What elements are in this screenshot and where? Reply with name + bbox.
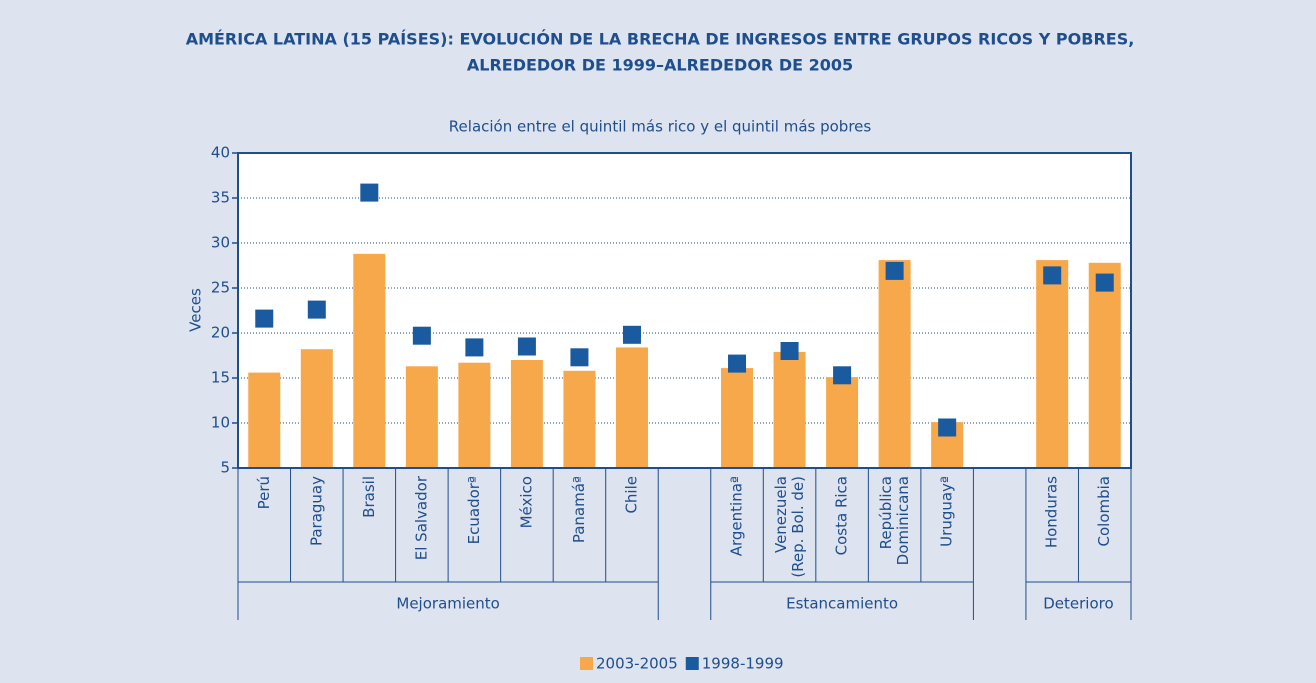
marker	[1043, 266, 1062, 285]
bar	[405, 366, 438, 468]
y-axis-label: Veces	[187, 288, 205, 332]
marker	[412, 326, 431, 345]
x-tick-label: Paraguay	[307, 476, 325, 546]
y-tick-label: 25	[211, 279, 230, 297]
legend-swatch	[685, 657, 699, 670]
y-tick-label: 5	[220, 459, 230, 477]
y-tick-label: 15	[211, 369, 230, 387]
chart-title: AMÉRICA LATINA (15 PAÍSES): EVOLUCIÓN DE…	[186, 30, 1135, 49]
y-tick-label: 20	[211, 324, 230, 342]
x-tick-label: Brasil	[360, 476, 378, 518]
x-tick-label: Perú	[255, 476, 273, 509]
bar	[563, 370, 596, 468]
marker	[465, 338, 484, 357]
bar	[458, 362, 491, 468]
legend-label: 2003-2005	[596, 655, 678, 673]
marker	[728, 354, 747, 373]
bar	[1088, 262, 1121, 468]
bar	[353, 253, 386, 468]
group-label: Estancamiento	[786, 595, 898, 613]
bar	[721, 368, 754, 468]
bar	[615, 347, 648, 468]
y-tick-label: 35	[211, 189, 230, 207]
marker	[938, 418, 957, 437]
plot-border	[237, 152, 1132, 469]
plot-area	[238, 153, 1131, 468]
group-label: Mejoramiento	[396, 595, 499, 613]
x-tick-label: Chile	[622, 476, 640, 514]
x-tick-label: Panamáª	[570, 476, 588, 543]
x-tick-label: Colombia	[1095, 476, 1113, 547]
marker	[622, 325, 641, 344]
legend-label: 1998-1999	[702, 655, 784, 673]
bar	[300, 349, 333, 468]
y-tick-label: 10	[211, 414, 230, 432]
bar	[878, 260, 911, 468]
x-tick-label: México	[517, 476, 535, 528]
y-tick-label: 40	[211, 144, 230, 162]
chart-subtitle: Relación entre el quintil más rico y el …	[449, 118, 872, 136]
marker	[1095, 273, 1114, 292]
x-tick-label: RepúblicaDominicana	[877, 476, 912, 565]
bar	[773, 351, 806, 468]
marker	[833, 366, 852, 385]
y-tick-label: 30	[211, 234, 230, 252]
bar	[510, 360, 543, 468]
marker	[517, 337, 536, 356]
chart-title: ALREDEDOR DE 1999–ALREDEDOR DE 2005	[467, 56, 853, 75]
x-tick-label: El Salvador	[412, 475, 430, 560]
marker	[570, 348, 589, 367]
x-tick-label: Venezuela(Rep. Bol. de)	[772, 476, 807, 578]
x-tick-label: Argentinaª	[728, 476, 746, 556]
marker	[307, 300, 326, 319]
x-tick-label: Honduras	[1043, 476, 1061, 548]
bar	[248, 372, 281, 468]
x-tick-label: Costa Rica	[833, 476, 851, 555]
marker	[780, 342, 799, 360]
legend-swatch	[580, 657, 593, 670]
marker	[360, 183, 379, 202]
x-tick-label: Ecuadorª	[465, 476, 483, 544]
marker	[885, 261, 904, 280]
bar	[1036, 260, 1069, 468]
marker	[255, 309, 274, 328]
group-label: Deterioro	[1043, 595, 1113, 613]
bar	[826, 377, 859, 468]
x-tick-label: Uruguayª	[938, 476, 956, 547]
